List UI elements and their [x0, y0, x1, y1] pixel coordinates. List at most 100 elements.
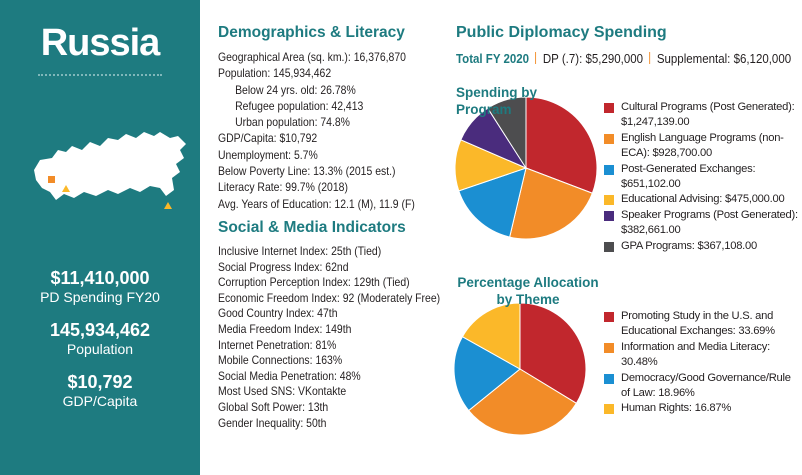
- chart-title: Percentage Allocation by Theme: [457, 275, 599, 307]
- pie-slice: [519, 302, 587, 404]
- info-line: Corruption Perception Index: 129th (Tied…: [218, 276, 410, 290]
- info-line: Below 24 yrs. old: 26.78%: [235, 83, 356, 97]
- info-line: Urban population: 74.8%: [235, 116, 350, 130]
- legend-label: Human Rights:: [621, 402, 692, 415]
- divider: [38, 74, 162, 76]
- info-line: Most Used SNS: VKontakte: [218, 385, 347, 399]
- value-label: 16.87%: [694, 402, 732, 415]
- map-marker: [62, 185, 70, 192]
- legend-swatch: [604, 342, 614, 353]
- legend-label: Promoting Study in the U.S. and Educatio…: [621, 310, 774, 338]
- pie-slice: [525, 96, 598, 194]
- social-indicators: Inclusive Internet Index: 25th (Tied) Soc…: [218, 244, 441, 431]
- stat: $10,792 GDP/Capita: [0, 372, 200, 409]
- pie-slice: [467, 368, 578, 436]
- value-label: $367,108.00: [697, 239, 758, 252]
- legend-item: Promoting Study in the U.S. and Educatio…: [604, 309, 802, 340]
- info-line: Global Soft Power: 13th: [218, 400, 329, 414]
- legend-swatch: [604, 312, 614, 322]
- legend-label: Speaker Programs (Post Generated):: [621, 208, 798, 221]
- legend-label: Democracy/Good Governance/Rule of Law:: [621, 371, 791, 400]
- pie-slice: [453, 336, 521, 412]
- dp: DP (.7): $5,290,000: [542, 52, 644, 66]
- info-line: Population: 145,934,462: [218, 67, 332, 81]
- info-line: Media Freedom Index: 149th: [218, 322, 352, 336]
- info-line: Below Poverty Line: 13.3% (2015 est.): [218, 165, 396, 179]
- info-line: Social Media Penetration: 48%: [218, 369, 361, 383]
- info-line: Mobile Connections: 163%: [218, 354, 343, 368]
- info-line: Economic Freedom Index: 92 (Moderately F…: [218, 291, 441, 305]
- legend-swatch: [604, 404, 614, 415]
- legend-swatch: [604, 164, 614, 175]
- info-line: Geographical Area (sq. km.): 16,376,870: [218, 51, 406, 64]
- stat: $11,410,000 PD Spending FY20: [0, 268, 200, 305]
- stat-value: 145,934,462: [49, 320, 151, 340]
- info-line: Social Progress Index: 62nd: [218, 260, 349, 274]
- pie-slice: [461, 302, 521, 370]
- legend-label: Cultural Programs (Post Generated):: [621, 101, 795, 113]
- info-line: GDP/Capita: $10,792: [218, 132, 318, 146]
- stat-label: Population: [66, 341, 134, 357]
- legend-swatch: [604, 210, 614, 221]
- stat: 145,934,462 Population: [0, 320, 200, 357]
- legend-item: Democracy/Good Governance/Rule of Law: 1…: [604, 371, 802, 402]
- legend-item: GPA Programs: $367,108.00: [604, 239, 802, 254]
- info-line: Avg. Years of Education: 12.1 (M), 11.9 …: [218, 197, 415, 211]
- pies: [453, 96, 598, 436]
- legend-swatch: [604, 103, 614, 113]
- info-line: Good Country Index: 47th: [218, 307, 338, 321]
- sidebar: [0, 0, 200, 475]
- chart-title: Spending by Program: [456, 85, 537, 117]
- legend-label: Information and Media Literacy:: [621, 340, 770, 353]
- total-label: Total FY 2020: [456, 52, 530, 66]
- map-marker: [48, 176, 55, 183]
- info-line: Internet Penetration: 81%: [218, 338, 337, 352]
- legend-item: Speaker Programs (Post Generated): $382,…: [604, 208, 802, 239]
- pie-slice: [509, 167, 594, 240]
- heading: Demographics & Literacy: [218, 24, 405, 41]
- stat-value: $10,792: [67, 372, 133, 392]
- value-label: $651,102.00: [621, 178, 681, 191]
- legend-item: Information and Media Literacy: 30.48%: [604, 340, 802, 371]
- legend-swatch: [604, 241, 614, 252]
- stat-value: $11,410,000: [50, 268, 150, 288]
- legend-swatch: [604, 373, 614, 384]
- separator: [535, 52, 537, 64]
- stat-label: PD Spending FY20: [40, 289, 160, 305]
- legend-swatch: [604, 195, 614, 206]
- stat-label: GDP/Capita: [62, 393, 138, 409]
- supplemental: Supplemental: $6,120,000: [656, 52, 792, 66]
- value-label: 33.69%: [738, 325, 775, 338]
- info-line: Inclusive Internet Index: 25th (Tied): [218, 245, 382, 258]
- value-label: $382,661.00: [621, 224, 681, 237]
- value-label: 18.96%: [658, 387, 695, 400]
- value-label: $928,700.00: [652, 147, 712, 160]
- legend-item: English Language Programs (non-ECA): $92…: [604, 131, 802, 162]
- value-label: $475,000.00: [724, 193, 785, 206]
- legend-item: Cultural Programs (Post Generated): $1,2…: [604, 100, 802, 131]
- value-label: $1,247,139.00: [621, 116, 690, 129]
- legend-swatch: [604, 133, 614, 144]
- heading: Public Diplomacy Spending: [456, 24, 667, 41]
- legend: Cultural Programs (Post Generated): $1,2…: [604, 100, 802, 254]
- pie-slice: [487, 96, 527, 170]
- info-line: Literacy Rate: 99.7% (2018): [218, 181, 348, 195]
- legend-label: Educational Advising:: [621, 193, 723, 206]
- legend: Promoting Study in the U.S. and Educatio…: [604, 309, 802, 417]
- map-marker: [164, 202, 172, 209]
- legend-item: Post-Generated Exchanges: $651,102.00: [604, 162, 802, 193]
- spending-totals: Total FY 2020 DP (.7): $5,290,000 Suppleme…: [456, 52, 791, 66]
- legend-item: Educational Advising: $475,000.00: [604, 192, 802, 207]
- legend-label: English Language Programs (non-ECA):: [621, 131, 784, 160]
- separator: [649, 52, 651, 64]
- value-label: 30.48%: [621, 356, 658, 369]
- info-line: Unemployment: 5.7%: [218, 148, 318, 162]
- demographics: Geographical Area (sq. km.): 16,376,870 P…: [218, 50, 418, 213]
- heading: Social & Media Indicators: [218, 219, 406, 236]
- legend-label: Post-Generated Exchanges:: [621, 162, 756, 175]
- map: [34, 132, 186, 200]
- legend-item: Human Rights: 16.87%: [604, 401, 802, 416]
- info-line: Gender Inequality: 50th: [218, 416, 327, 430]
